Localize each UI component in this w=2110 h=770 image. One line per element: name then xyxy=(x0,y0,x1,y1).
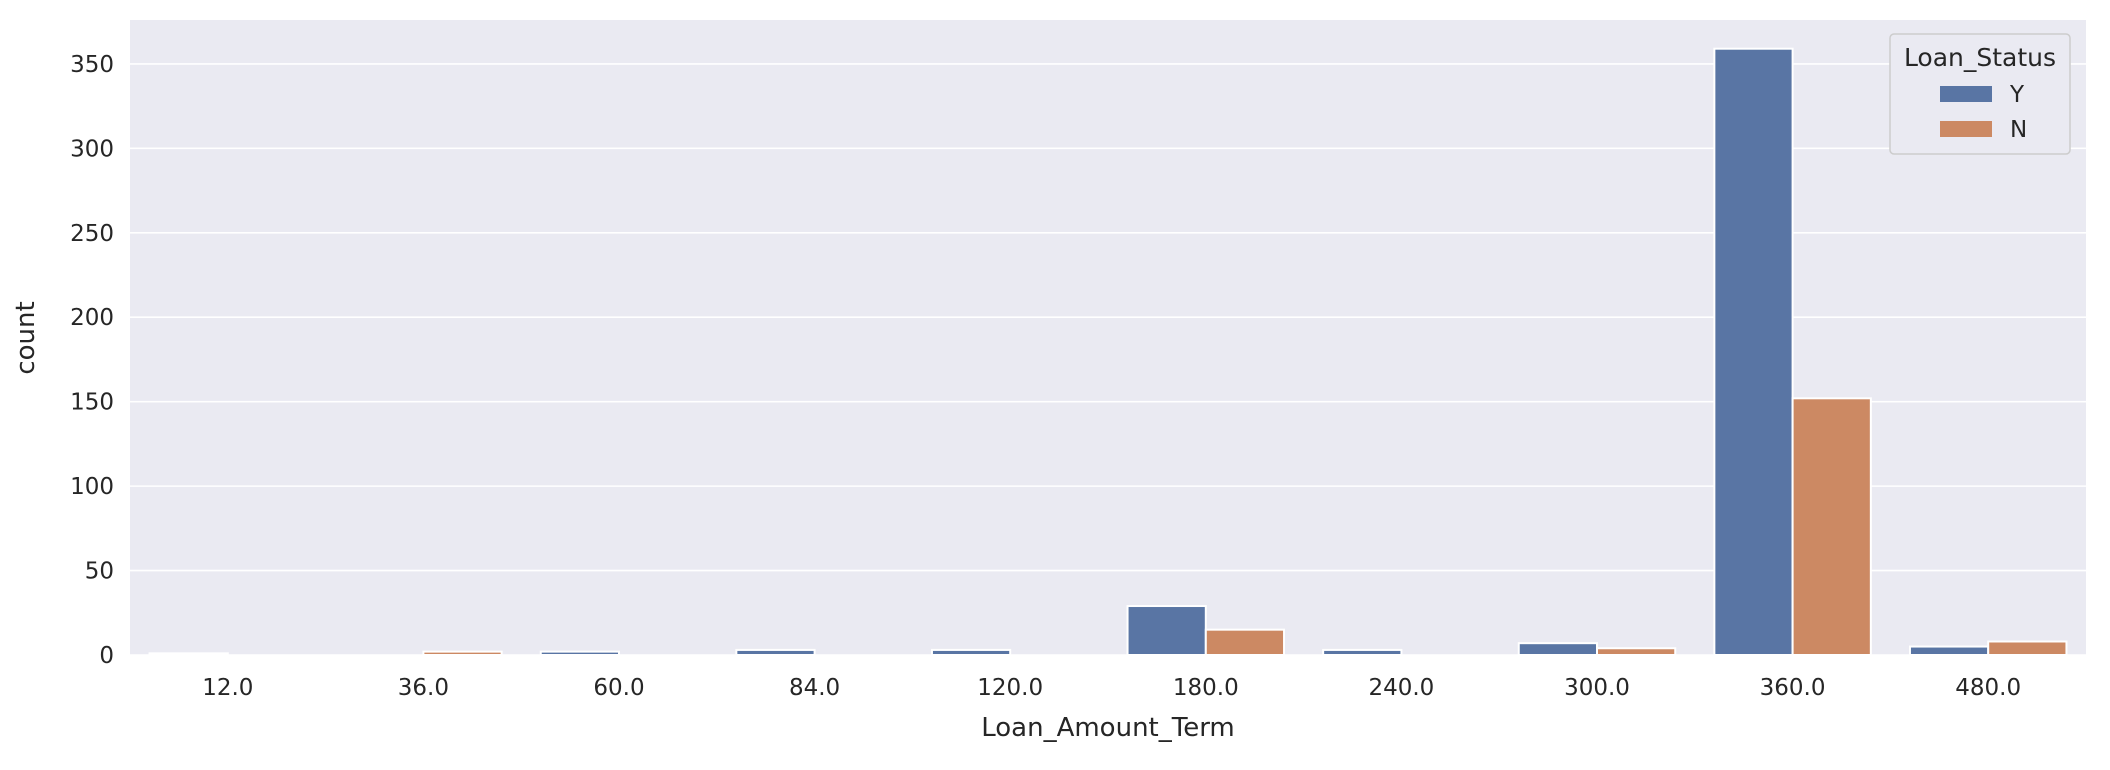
x-tick-label: 180.0 xyxy=(1173,675,1239,701)
bar-n-180.0 xyxy=(1204,628,1286,656)
bar-y-180.0 xyxy=(1126,605,1207,656)
legend-label-y: Y xyxy=(2009,82,2025,108)
x-tick-label: 300.0 xyxy=(1564,675,1630,701)
y-tick-label: 200 xyxy=(70,305,114,331)
bars xyxy=(148,47,2068,657)
y-tick-label: 150 xyxy=(70,390,114,416)
bar-y-120.0 xyxy=(930,648,1012,657)
legend: Loan_Status Y N xyxy=(1889,33,2071,155)
legend-label-n: N xyxy=(2010,117,2027,143)
y-tick-label: 100 xyxy=(70,474,114,500)
bar-n-480.0 xyxy=(1987,640,2068,657)
x-tick-label: 12.0 xyxy=(202,675,253,701)
y-tick-label: 0 xyxy=(99,643,114,669)
bar-y-480.0 xyxy=(1908,645,1990,656)
bar-y-60.0 xyxy=(539,650,621,656)
x-tick-label: 240.0 xyxy=(1368,675,1434,701)
x-tick-label: 36.0 xyxy=(398,675,449,701)
bar-y-240.0 xyxy=(1322,648,1403,657)
x-tick-label: 120.0 xyxy=(977,675,1043,701)
x-axis-ticks: 12.0 36.0 60.0 84.0 120.0 180.0 240.0 300.0 360.… xyxy=(202,675,2021,701)
legend-swatch-y xyxy=(1940,86,1992,102)
bar-y-12.0 xyxy=(148,652,229,656)
y-tick-label: 300 xyxy=(70,136,114,162)
bar-n-300.0 xyxy=(1596,647,1677,657)
x-axis-label: Loan_Amount_Term xyxy=(981,713,1235,743)
y-tick-label: 350 xyxy=(70,52,114,78)
x-tick-label: 60.0 xyxy=(593,675,644,701)
legend-title: Loan_Status xyxy=(1904,43,2056,72)
x-tick-label: 480.0 xyxy=(1955,675,2021,701)
y-axis-label: count xyxy=(11,301,41,374)
y-tick-label: 50 xyxy=(85,559,114,585)
bar-y-84.0 xyxy=(735,648,816,657)
x-tick-label: 84.0 xyxy=(789,675,840,701)
bar-n-360.0 xyxy=(1791,397,1872,656)
bar-y-300.0 xyxy=(1517,642,1599,656)
x-tick-label: 360.0 xyxy=(1760,675,1826,701)
y-tick-label: 250 xyxy=(70,221,114,247)
y-axis-ticks: 0 50 100 150 200 250 300 350 xyxy=(70,52,114,669)
bar-y-360.0 xyxy=(1713,47,1794,657)
legend-swatch-n xyxy=(1940,121,1992,137)
bar-n-36.0 xyxy=(422,650,503,656)
